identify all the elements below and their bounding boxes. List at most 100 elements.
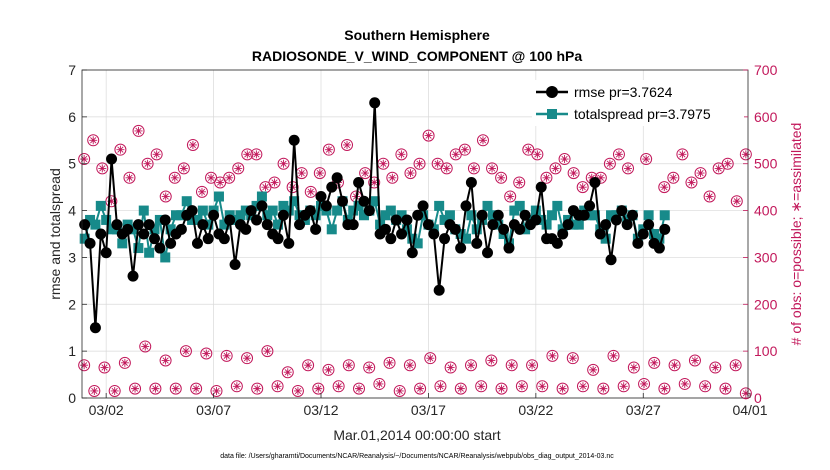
obs-possible-marker (556, 382, 569, 395)
obs-possible-marker (576, 380, 589, 393)
obs-assimilated-marker (460, 145, 469, 154)
y-tick-label: 2 (68, 296, 76, 312)
obs-count-high (177, 162, 190, 175)
obs-assimilated-marker (263, 347, 272, 356)
obs-assimilated-marker (279, 159, 288, 168)
rmse-marker (465, 176, 477, 188)
y-right-tick-label: 200 (754, 296, 778, 312)
obs-possible-marker (268, 176, 281, 189)
totalspread-marker (573, 219, 584, 230)
obs-possible-marker (587, 363, 600, 376)
obs-assimilated-marker (436, 382, 445, 391)
totalspread-marker (213, 191, 224, 202)
obs-assimilated-marker (315, 169, 324, 178)
rmse-marker (460, 200, 472, 212)
obs-count-high (558, 153, 571, 166)
obs-possible-marker (739, 148, 752, 161)
rmse-marker (557, 228, 569, 240)
obs-assimilated-marker (568, 354, 577, 363)
obs-count-low (78, 359, 91, 372)
obs-possible-marker (617, 380, 630, 393)
totalspread-marker (106, 224, 117, 235)
obs-possible-marker (627, 361, 640, 374)
obs-assimilated-marker (324, 145, 333, 154)
rmse-marker (208, 209, 220, 221)
totalspread-marker (273, 219, 284, 230)
obs-assimilated-marker (89, 136, 98, 145)
totalspread-marker (439, 214, 450, 225)
obs-assimilated-marker (170, 173, 179, 182)
obs-assimilated-marker (477, 382, 486, 391)
rmse-marker (476, 209, 488, 221)
obs-assimilated-marker (542, 173, 551, 182)
obs-possible-marker (277, 157, 290, 170)
y-axis-right-ticks: 0 100 200 300 400 500 600 700 (743, 62, 778, 406)
rmse-marker (165, 237, 177, 249)
obs-assimilated-marker (161, 192, 170, 201)
obs-count-high (377, 157, 390, 170)
rmse-marker (406, 247, 418, 259)
totalspread-marker (600, 233, 611, 244)
obs-assimilated-marker (469, 164, 478, 173)
obs-count-low (444, 361, 457, 374)
obs-possible-marker (607, 349, 620, 362)
rmse-marker (89, 322, 101, 334)
obs-count-low (169, 382, 182, 395)
obs-count-high (504, 190, 517, 203)
rmse-marker (202, 233, 214, 245)
obs-possible-marker (132, 124, 145, 137)
rmse-marker (320, 200, 332, 212)
obs-count-high (730, 195, 743, 208)
obs-count-high (295, 167, 308, 180)
obs-assimilated-marker (642, 155, 651, 164)
obs-assimilated-marker (660, 183, 669, 192)
rmse-marker (449, 223, 461, 235)
obs-assimilated-marker (100, 363, 109, 372)
y-right-tick-label: 600 (754, 109, 778, 125)
obs-count-high (114, 143, 127, 156)
obs-assimilated-marker (365, 363, 374, 372)
obs-count-low (241, 352, 254, 365)
rmse-marker (122, 223, 134, 235)
obs-count-high (576, 181, 589, 194)
obs-assimilated-marker (202, 349, 211, 358)
rmse-marker (600, 219, 612, 231)
rmse-marker (562, 219, 574, 231)
totalspread-marker (385, 205, 396, 216)
obs-count-high (676, 148, 689, 161)
y-tick-label: 4 (68, 203, 76, 219)
obs-possible-marker (658, 181, 671, 194)
obs-count-high (495, 171, 508, 184)
rmse-marker (428, 228, 440, 240)
obs-assimilated-marker (451, 150, 460, 159)
obs-count-high (168, 171, 181, 184)
totalspread-marker (165, 224, 176, 235)
obs-count-high (721, 157, 734, 170)
obs-assimilated-marker (433, 159, 442, 168)
obs-count-high (476, 134, 489, 147)
obs-count-high (141, 157, 154, 170)
obs-assimilated-marker (442, 164, 451, 173)
obs-assimilated-marker (629, 363, 638, 372)
x-tick-label: 04/01 (732, 402, 767, 418)
rmse-marker (535, 181, 547, 193)
obs-possible-marker (540, 171, 553, 184)
obs-possible-marker (114, 143, 127, 156)
obs-assimilated-marker (446, 363, 455, 372)
obs-count-high (395, 148, 408, 161)
rmse-marker (584, 200, 596, 212)
x-tick-label: 03/07 (196, 402, 231, 418)
totalspread-marker (606, 210, 617, 221)
obs-possible-marker (667, 171, 680, 184)
totalspread-marker (471, 224, 482, 235)
obs-count-low (332, 380, 345, 393)
obs-assimilated-marker (171, 384, 180, 393)
obs-assimilated-marker (234, 164, 243, 173)
obs-assimilated-marker (304, 361, 313, 370)
rmse-marker (659, 223, 671, 235)
obs-possible-marker (422, 129, 435, 142)
obs-possible-marker (444, 361, 457, 374)
obs-count-low (536, 380, 549, 393)
obs-count-low (587, 363, 600, 376)
